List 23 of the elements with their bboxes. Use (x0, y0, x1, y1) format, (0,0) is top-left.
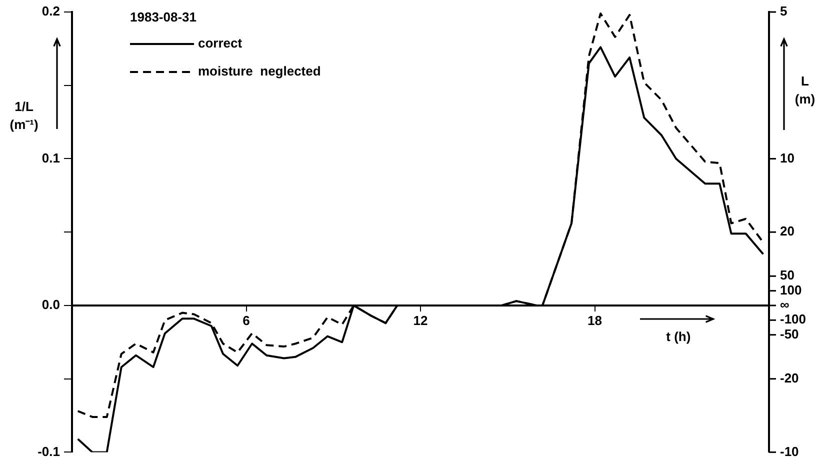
x-tick-label: 6 (242, 312, 250, 328)
text: -100 (780, 312, 806, 327)
text: -50 (780, 326, 799, 342)
legend-label: correct (198, 36, 243, 51)
text: 5 (780, 4, 788, 19)
text: 50 (780, 268, 794, 283)
x-axis-title: t (h) (666, 329, 691, 344)
y-axis-title: 1/L (m⁻¹) (10, 98, 38, 132)
y-tick-label: 0.1 (42, 150, 60, 166)
y-tick-label: 0.2 (42, 4, 60, 19)
text: 10 (780, 150, 794, 166)
text: 100 (780, 282, 802, 298)
text: -10 (780, 444, 799, 459)
y-tick-label: 0.0 (42, 297, 60, 312)
text: -20 (780, 370, 799, 386)
text: 20 (780, 224, 794, 239)
x-tick-label: 12 (413, 312, 428, 328)
y-tick-label: -0.1 (38, 444, 60, 459)
legend-title: 1983-08-31 (130, 10, 196, 25)
x-tick-label: 18 (588, 312, 602, 328)
y2-axis-title: L (m) (794, 74, 816, 107)
text: ∞ (780, 297, 790, 312)
legend-label: moisture neglected (198, 64, 321, 79)
